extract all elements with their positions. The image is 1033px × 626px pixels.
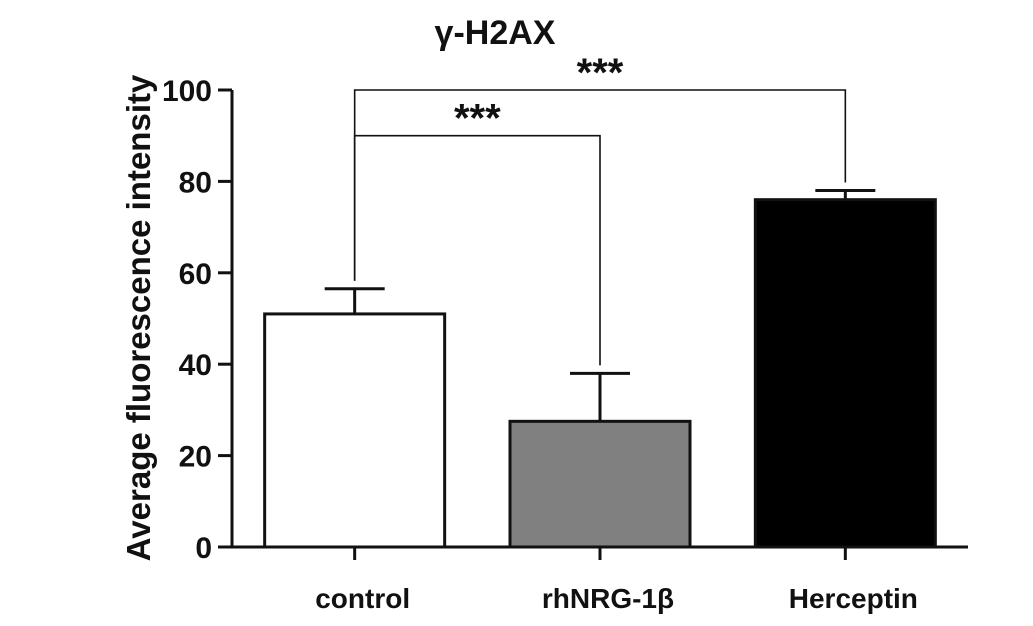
significance-label: *** xyxy=(577,51,624,95)
x-tick-label: control xyxy=(315,583,410,614)
y-axis-label: Average fluorescence intensity xyxy=(120,74,157,561)
bar-rhnrg-1- xyxy=(508,419,692,549)
y-tick-label: 20 xyxy=(179,441,212,474)
chart-title: γ-H2AX xyxy=(435,14,556,52)
x-tick-label: rhNRG-1β xyxy=(542,583,674,614)
x-tick-label: Herceptin xyxy=(789,583,918,614)
bar-herceptin xyxy=(753,198,937,549)
y-tick-label: 100 xyxy=(162,75,212,108)
bar-control xyxy=(263,312,447,549)
y-tick-label: 0 xyxy=(195,532,212,565)
y-tick-label: 80 xyxy=(179,166,212,199)
plot-area: 0 20 40 60 80 100 control rhNRG-1β Herceptin *** *… xyxy=(162,51,968,614)
y-tick-label: 40 xyxy=(179,349,212,382)
significance-label: *** xyxy=(454,97,501,141)
significance-bracket xyxy=(353,89,847,281)
y-tick-label: 60 xyxy=(179,258,212,291)
